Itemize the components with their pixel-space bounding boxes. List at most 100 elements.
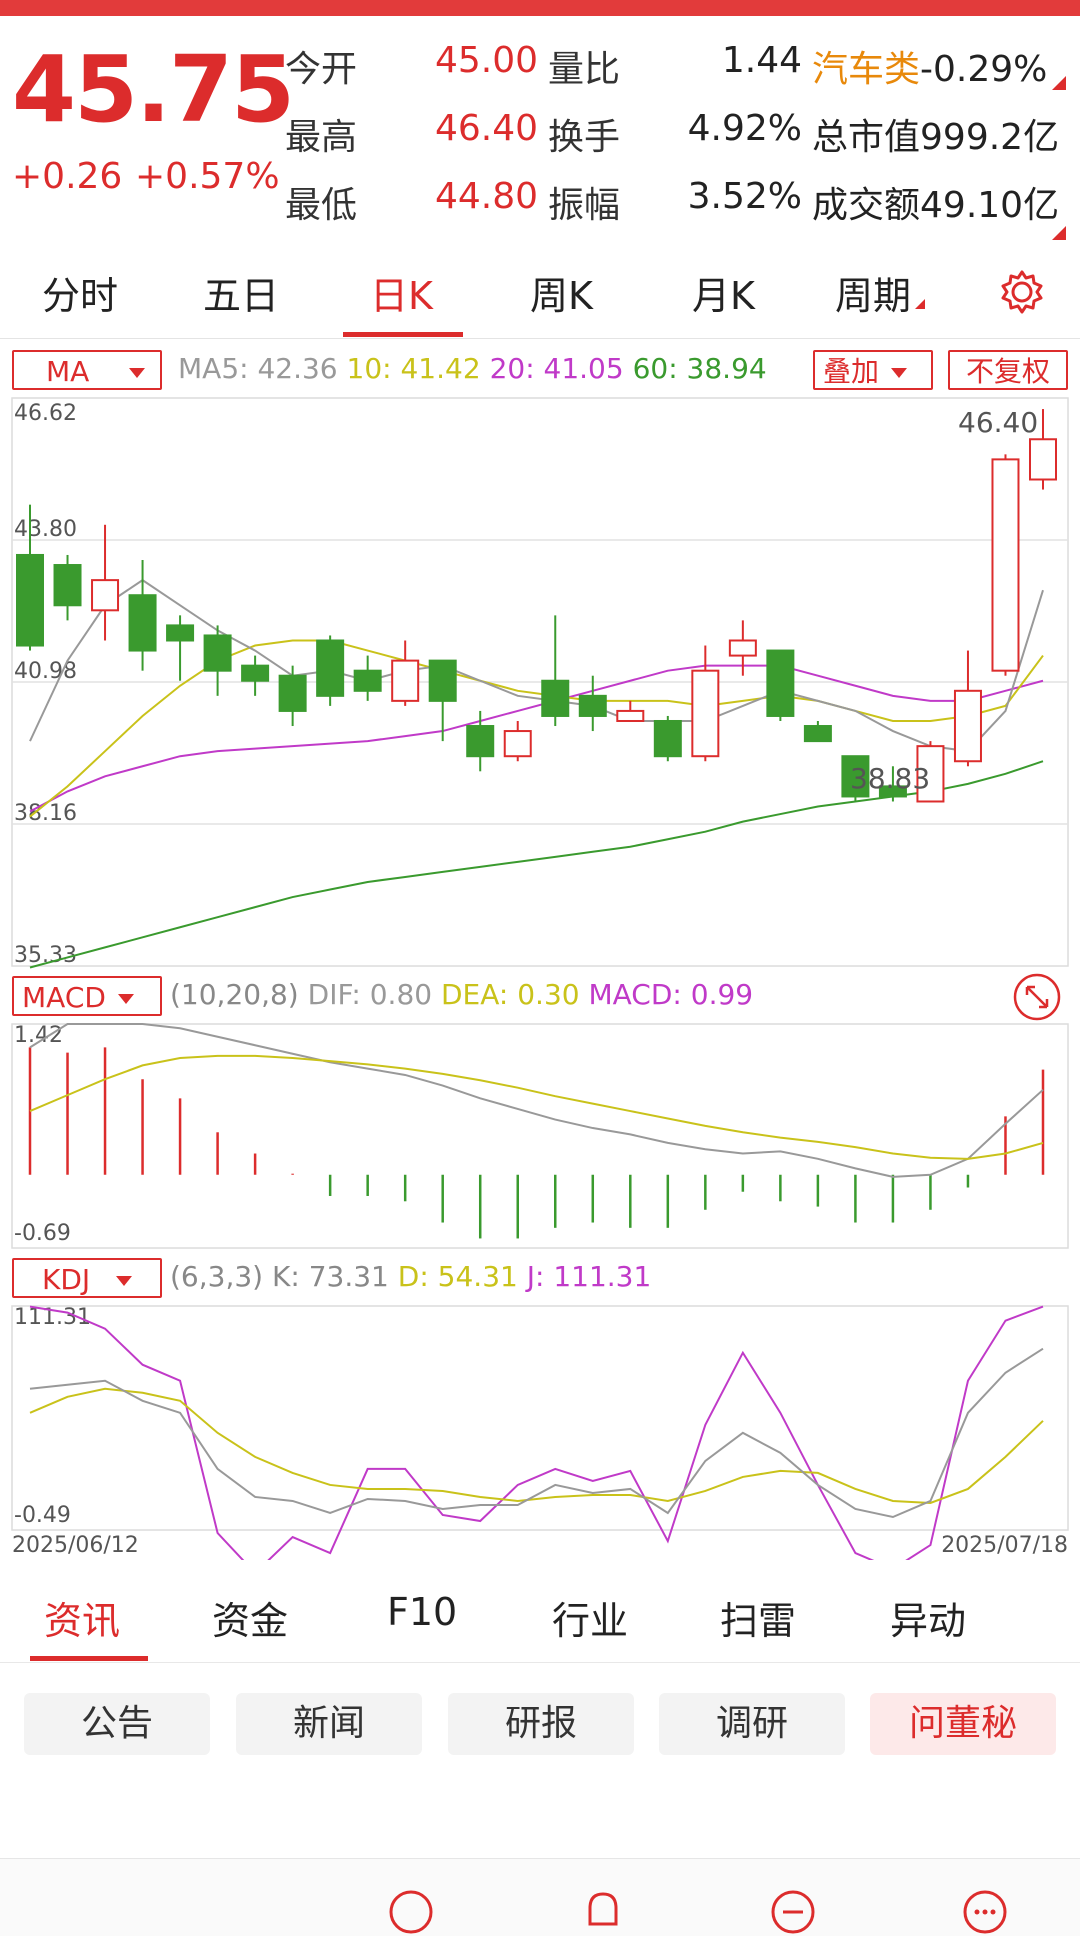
stat-label-high: 最高 [285, 117, 358, 158]
candle [953, 689, 982, 763]
market-cap: 总市值999.2亿 [812, 108, 1059, 160]
tab-weekly-k[interactable]: 周K [530, 274, 593, 318]
trade-icon[interactable] [386, 1884, 436, 1934]
adjust-button[interactable]: 不复权 [948, 350, 1068, 390]
tab-period-label: 周期 [835, 274, 912, 318]
ma5-line [29, 578, 1044, 753]
ma-selector[interactable]: MA [12, 350, 162, 390]
k-value: K: 73.31 [272, 1260, 389, 1293]
candle [541, 679, 570, 717]
pill-news[interactable]: 新闻 [236, 1693, 422, 1755]
stat-value-turnover: 4.92% [687, 108, 802, 149]
chevron-down-icon [116, 1276, 133, 1286]
ma-selector-label: MA [46, 355, 90, 388]
panel-frame [11, 1023, 1069, 1249]
alert-bell-icon[interactable] [578, 1884, 628, 1934]
section-tab-risk-scan[interactable]: 扫雷 [720, 1599, 797, 1643]
candle [916, 745, 945, 803]
candle [428, 659, 457, 702]
candle [803, 725, 832, 743]
axis-label: -0.49 [14, 1503, 71, 1528]
trade-amount-label: 成交额 [812, 185, 921, 226]
dif-line [29, 1023, 1044, 1178]
candle [166, 624, 195, 642]
candle [728, 639, 757, 657]
divider [0, 1662, 1080, 1663]
candle [616, 709, 645, 722]
stat-label-turnover: 换手 [548, 117, 621, 158]
section-tab-funds[interactable]: 资金 [212, 1599, 289, 1643]
candle [991, 458, 1020, 672]
candle [53, 564, 82, 607]
candle [203, 634, 232, 672]
sector-name[interactable]: 汽车类 [812, 49, 921, 90]
sector-info[interactable]: 汽车类-0.29% [812, 40, 1047, 92]
d-line [29, 1387, 1044, 1504]
kdj-selector[interactable]: KDJ [12, 1258, 162, 1298]
kdj-params: (6,3,3) [170, 1260, 264, 1293]
overlay-button[interactable]: 叠加 [813, 350, 933, 390]
kdj-legend: (6,3,3) K: 73.31 D: 54.31 J: 111.31 [170, 1260, 651, 1293]
macd-selector-label: MACD [22, 981, 106, 1014]
pill-announcements[interactable]: 公告 [24, 1693, 210, 1755]
stat-value-volume-ratio: 1.44 [721, 40, 802, 81]
k-line [29, 1347, 1044, 1519]
kdj-selector-label: KDJ [42, 1263, 91, 1296]
candle [691, 669, 720, 758]
overlay-label: 叠加 [823, 355, 880, 388]
divider [0, 338, 1080, 339]
x-tick-label: 2025/07/18 [941, 1533, 1068, 1558]
candle [766, 649, 795, 717]
market-cap-value: 999.2亿 [920, 117, 1060, 158]
j-line [29, 1305, 1044, 1560]
candle [128, 594, 157, 652]
candle [653, 719, 682, 758]
section-tab-news[interactable]: 资讯 [44, 1599, 121, 1643]
ma10-line [29, 639, 1044, 818]
price-change-pct: +0.57% [135, 156, 280, 197]
candle [466, 725, 495, 758]
ma-legend: MA5: 42.36 10: 41.42 20: 41.05 60: 38.94 [178, 352, 767, 385]
pill-research[interactable]: 研报 [448, 1693, 634, 1755]
pill-survey[interactable]: 调研 [659, 1693, 845, 1755]
fullscreen-icon[interactable] [1012, 972, 1062, 1022]
dea-line [29, 1054, 1044, 1160]
low-price-label: 38.83 [850, 762, 930, 795]
section-tab-f10[interactable]: F10 [387, 1590, 458, 1634]
bottom-toolbar [0, 1858, 1080, 1936]
candle [503, 730, 532, 758]
expand-corner-icon[interactable] [1052, 226, 1066, 240]
dif-value: DIF: 0.80 [307, 978, 433, 1011]
section-tab-industry[interactable]: 行业 [552, 1599, 629, 1643]
expand-corner-icon [1052, 76, 1066, 90]
section-tab-movement[interactable]: 异动 [890, 1599, 967, 1643]
panel-frame [11, 1305, 1069, 1531]
stat-label-volume-ratio: 量比 [548, 49, 621, 90]
pill-ask-secretary[interactable]: 问董秘 [870, 1693, 1056, 1755]
candle [1029, 438, 1057, 481]
j-value: J: 111.31 [526, 1260, 652, 1293]
tab-period[interactable]: 周期 [835, 265, 926, 320]
tab-five-day[interactable]: 五日 [203, 274, 280, 318]
last-price: 45.75 [12, 36, 295, 143]
tab-daily-k[interactable]: 日K [370, 274, 433, 318]
remove-watchlist-icon[interactable] [768, 1884, 818, 1934]
axis-label: 43.80 [14, 517, 77, 542]
macd-selector[interactable]: MACD [12, 976, 162, 1016]
market-cap-label: 总市值 [812, 117, 921, 158]
ma5-value: MA5: 42.36 [178, 352, 338, 385]
section-tab-bar [0, 1572, 1080, 1664]
trade-amount-value: 49.10亿 [920, 185, 1060, 226]
tab-monthly-k[interactable]: 月K [692, 274, 755, 318]
settings-gear-icon[interactable] [998, 268, 1046, 316]
candle [316, 639, 345, 697]
ma10-value: 10: 41.42 [346, 352, 481, 385]
chevron-down-icon [129, 368, 146, 378]
candle [878, 785, 907, 798]
stock-chart[interactable]: 46.6243.8040.9838.1635.3346.4038.831.42-… [0, 380, 1080, 1560]
more-icon[interactable] [960, 1884, 1010, 1934]
tab-intraday[interactable]: 分时 [42, 274, 119, 318]
axis-label: 46.62 [14, 401, 77, 426]
stat-value-high: 46.40 [434, 108, 538, 149]
candle [241, 664, 270, 682]
